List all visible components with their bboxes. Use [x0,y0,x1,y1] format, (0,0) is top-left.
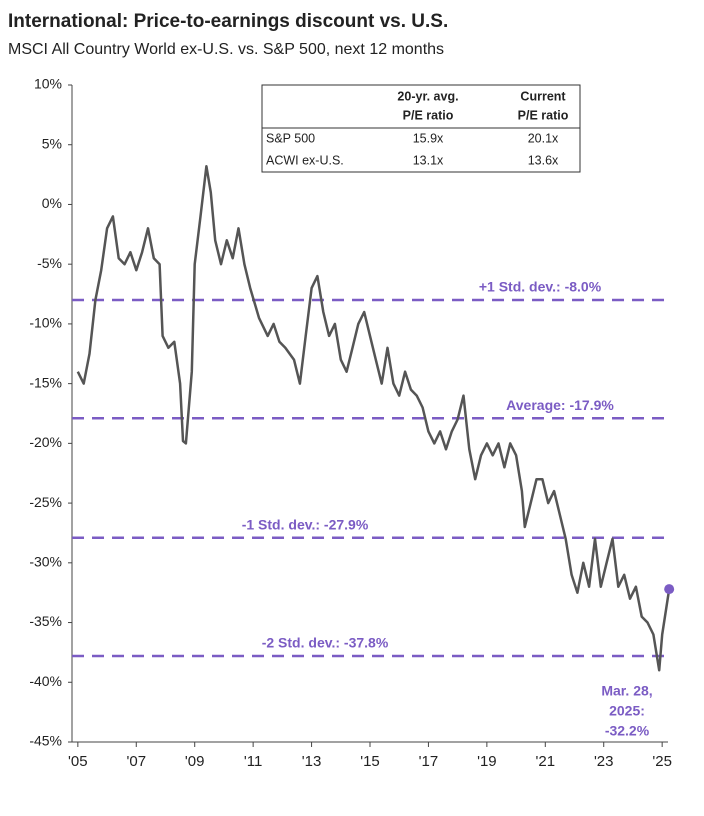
table-cell: 13.1x [413,153,444,167]
x-tick-label: '13 [302,753,322,770]
y-tick-label: -40% [29,673,62,689]
x-tick-label: '05 [68,753,88,770]
y-tick-label: -15% [29,374,62,390]
table-cell: 13.6x [528,153,559,167]
y-tick-label: -45% [29,733,62,749]
x-tick-label: '25 [652,753,672,770]
table-header: Current [520,89,566,103]
table-cell: 15.9x [413,131,444,145]
table-cell: 20.1x [528,131,559,145]
table-cell: ACWI ex-U.S. [266,153,344,167]
table-header: 20-yr. avg. [397,89,458,103]
y-tick-label: 10% [34,76,62,92]
x-tick-label: '15 [360,753,380,770]
data-line [76,164,671,672]
y-tick-label: -35% [29,613,62,629]
reference-label: -1 Std. dev.: -27.9% [242,516,369,532]
table-header: P/E ratio [518,108,569,122]
y-tick-label: -20% [29,434,62,450]
reference-label: +1 Std. dev.: -8.0% [479,279,602,295]
x-tick-label: '17 [419,753,439,770]
x-tick-label: '07 [126,753,146,770]
reference-label: -2 Std. dev.: -37.8% [262,635,389,651]
x-tick-label: '11 [244,753,262,770]
annotation: Mar. 28, [601,683,652,699]
chart-title: International: Price-to-earnings discoun… [8,11,448,32]
x-tick-label: '21 [536,753,556,770]
annotation: 2025: [609,703,645,719]
table-cell: S&P 500 [266,131,315,145]
reference-label: Average: -17.9% [506,397,614,413]
y-tick-label: 0% [42,195,62,211]
table-header: P/E ratio [403,108,454,122]
y-tick-label: 5% [42,135,62,151]
y-tick-label: -25% [29,494,62,510]
x-tick-label: '19 [477,753,497,770]
end-marker [664,584,675,595]
y-tick-label: -30% [29,554,62,570]
y-tick-label: -5% [37,255,62,271]
chart-subtitle: MSCI All Country World ex-U.S. vs. S&P 5… [8,41,444,58]
annotation: -32.2% [605,723,650,739]
y-tick-label: -10% [29,315,62,331]
x-tick-label: '23 [594,753,614,770]
x-tick-label: '09 [185,753,205,770]
